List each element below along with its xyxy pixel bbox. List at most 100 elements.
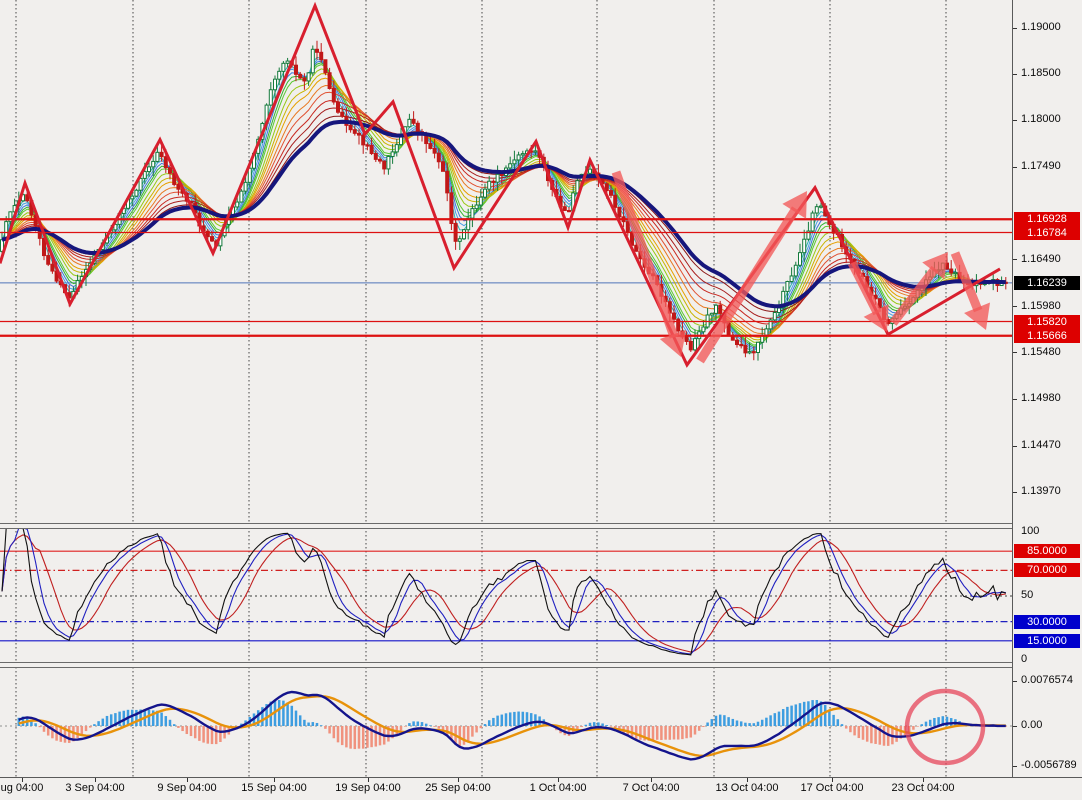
macd-histogram-bar — [181, 726, 184, 732]
macd-histogram-bar — [487, 720, 491, 726]
candle-body — [411, 118, 416, 124]
macd-histogram-bar — [840, 724, 844, 726]
candle-body — [8, 211, 13, 223]
price-label: 1.15480 — [1021, 345, 1061, 358]
macd-histogram-bar — [84, 726, 88, 732]
macd-histogram-bar — [496, 715, 499, 726]
macd-histogram-bar — [361, 726, 365, 749]
macd-histogram-bar — [660, 726, 663, 740]
macd-histogram-bar — [874, 726, 877, 744]
candle-body — [508, 163, 513, 169]
macd-histogram-bar — [387, 726, 390, 742]
candle-body — [562, 206, 567, 211]
candle-body — [369, 144, 374, 155]
macd-histogram-bar — [118, 711, 121, 726]
trend-arrow-head — [659, 329, 687, 357]
trend-arrow — [847, 260, 889, 332]
macd-histogram-bar — [130, 709, 134, 726]
candle-body — [462, 229, 466, 240]
candle-body — [789, 275, 794, 282]
macd-histogram-bar — [147, 709, 151, 726]
macd-histogram-bar — [714, 715, 718, 726]
candle-body — [819, 205, 823, 208]
candle-body — [243, 181, 248, 192]
macd-histogram-bar — [773, 713, 777, 726]
macd-histogram-bar — [51, 726, 54, 739]
macd-panel[interactable] — [0, 667, 1012, 777]
candle-body — [491, 180, 496, 183]
macd-histogram-bar — [210, 726, 214, 745]
candle-body — [457, 238, 462, 242]
time-label: 1 Oct 04:00 — [529, 782, 587, 794]
candle-body — [432, 147, 437, 154]
macd-histogram-bar — [311, 722, 315, 726]
time-scale-tick — [832, 778, 833, 782]
macd-histogram-bar — [164, 716, 168, 726]
candle-body — [634, 244, 639, 252]
candle-body — [323, 59, 328, 74]
candle-body — [483, 188, 487, 198]
candle-body — [386, 155, 391, 170]
candle-body — [159, 151, 164, 158]
candle-body — [739, 344, 744, 347]
macd-histogram-bar — [357, 726, 361, 749]
time-scale-tick — [651, 778, 652, 782]
price-label: 1.15980 — [1021, 299, 1061, 312]
macd-histogram-bar — [420, 722, 424, 726]
candle-body — [512, 159, 517, 165]
candle-body — [340, 111, 345, 117]
macd-histogram-bar — [160, 712, 163, 726]
macd-scale-label: -0.0056789 — [1021, 759, 1077, 771]
trend-arrow-shaft — [847, 260, 882, 316]
macd-histogram-bar — [151, 710, 155, 726]
candle-body — [163, 156, 168, 169]
panel-separator[interactable] — [0, 523, 1082, 529]
ema-ribbon-line — [1, 77, 1006, 338]
main-chart-panel[interactable] — [0, 0, 1012, 523]
macd-histogram-bar — [290, 705, 294, 726]
candle-body — [46, 255, 51, 265]
macd-histogram-bar — [261, 707, 264, 726]
macd-histogram-bar — [735, 720, 739, 726]
macd-histogram-bar — [294, 710, 298, 726]
time-scale[interactable]: ug 04:00 3 Sep 04:00 9 Sep 04:00 15 Sep 04:… — [0, 777, 1082, 800]
macd-histogram-bar — [828, 709, 831, 726]
price-label: 1.19000 — [1021, 21, 1061, 33]
candle-body — [478, 196, 483, 206]
time-label: 9 Sep 04:00 — [157, 782, 217, 794]
candle-body — [147, 166, 151, 173]
oscillator-panel[interactable] — [0, 527, 1012, 662]
macd-histogram-bar — [429, 725, 432, 726]
macd-histogram-bar — [693, 726, 697, 735]
candle-body — [365, 144, 370, 147]
macd-histogram-bar — [815, 700, 819, 726]
price-scale-tick — [1013, 765, 1017, 767]
macd-histogram-bar — [303, 719, 306, 726]
macd-histogram-bar — [849, 726, 852, 733]
macd-histogram-bar — [588, 722, 592, 726]
macd-histogram-bar — [319, 725, 323, 726]
macd-histogram-bar — [336, 726, 340, 743]
macd-histogram-bar — [403, 726, 407, 727]
macd-histogram-bar — [437, 726, 441, 729]
candle-body — [575, 180, 580, 194]
macd-histogram-bar — [836, 719, 840, 726]
macd-histogram-bar — [324, 726, 327, 729]
macd-histogram-bar — [349, 726, 352, 749]
time-scale-tick — [747, 778, 748, 782]
price-scale-tick — [1013, 259, 1017, 261]
macd-histogram-bar — [315, 722, 319, 726]
trend-arrow-shaft — [889, 265, 939, 326]
macd-scale-label: 0.0076574 — [1021, 674, 1073, 686]
candle-body — [361, 134, 366, 146]
candle-body — [533, 150, 538, 153]
time-scale-tick — [274, 778, 275, 782]
macd-histogram-bar — [945, 716, 949, 726]
candle-body — [235, 201, 240, 208]
price-scale[interactable]: 1.19000 1.18500 1.18000 1.17490 1.16490 1.159… — [1012, 0, 1082, 777]
macd-histogram-bar — [189, 726, 193, 737]
macd-histogram-bar — [765, 717, 768, 726]
panel-separator[interactable] — [0, 662, 1082, 668]
macd-histogram-bar — [63, 726, 67, 743]
candle-body — [331, 87, 336, 103]
